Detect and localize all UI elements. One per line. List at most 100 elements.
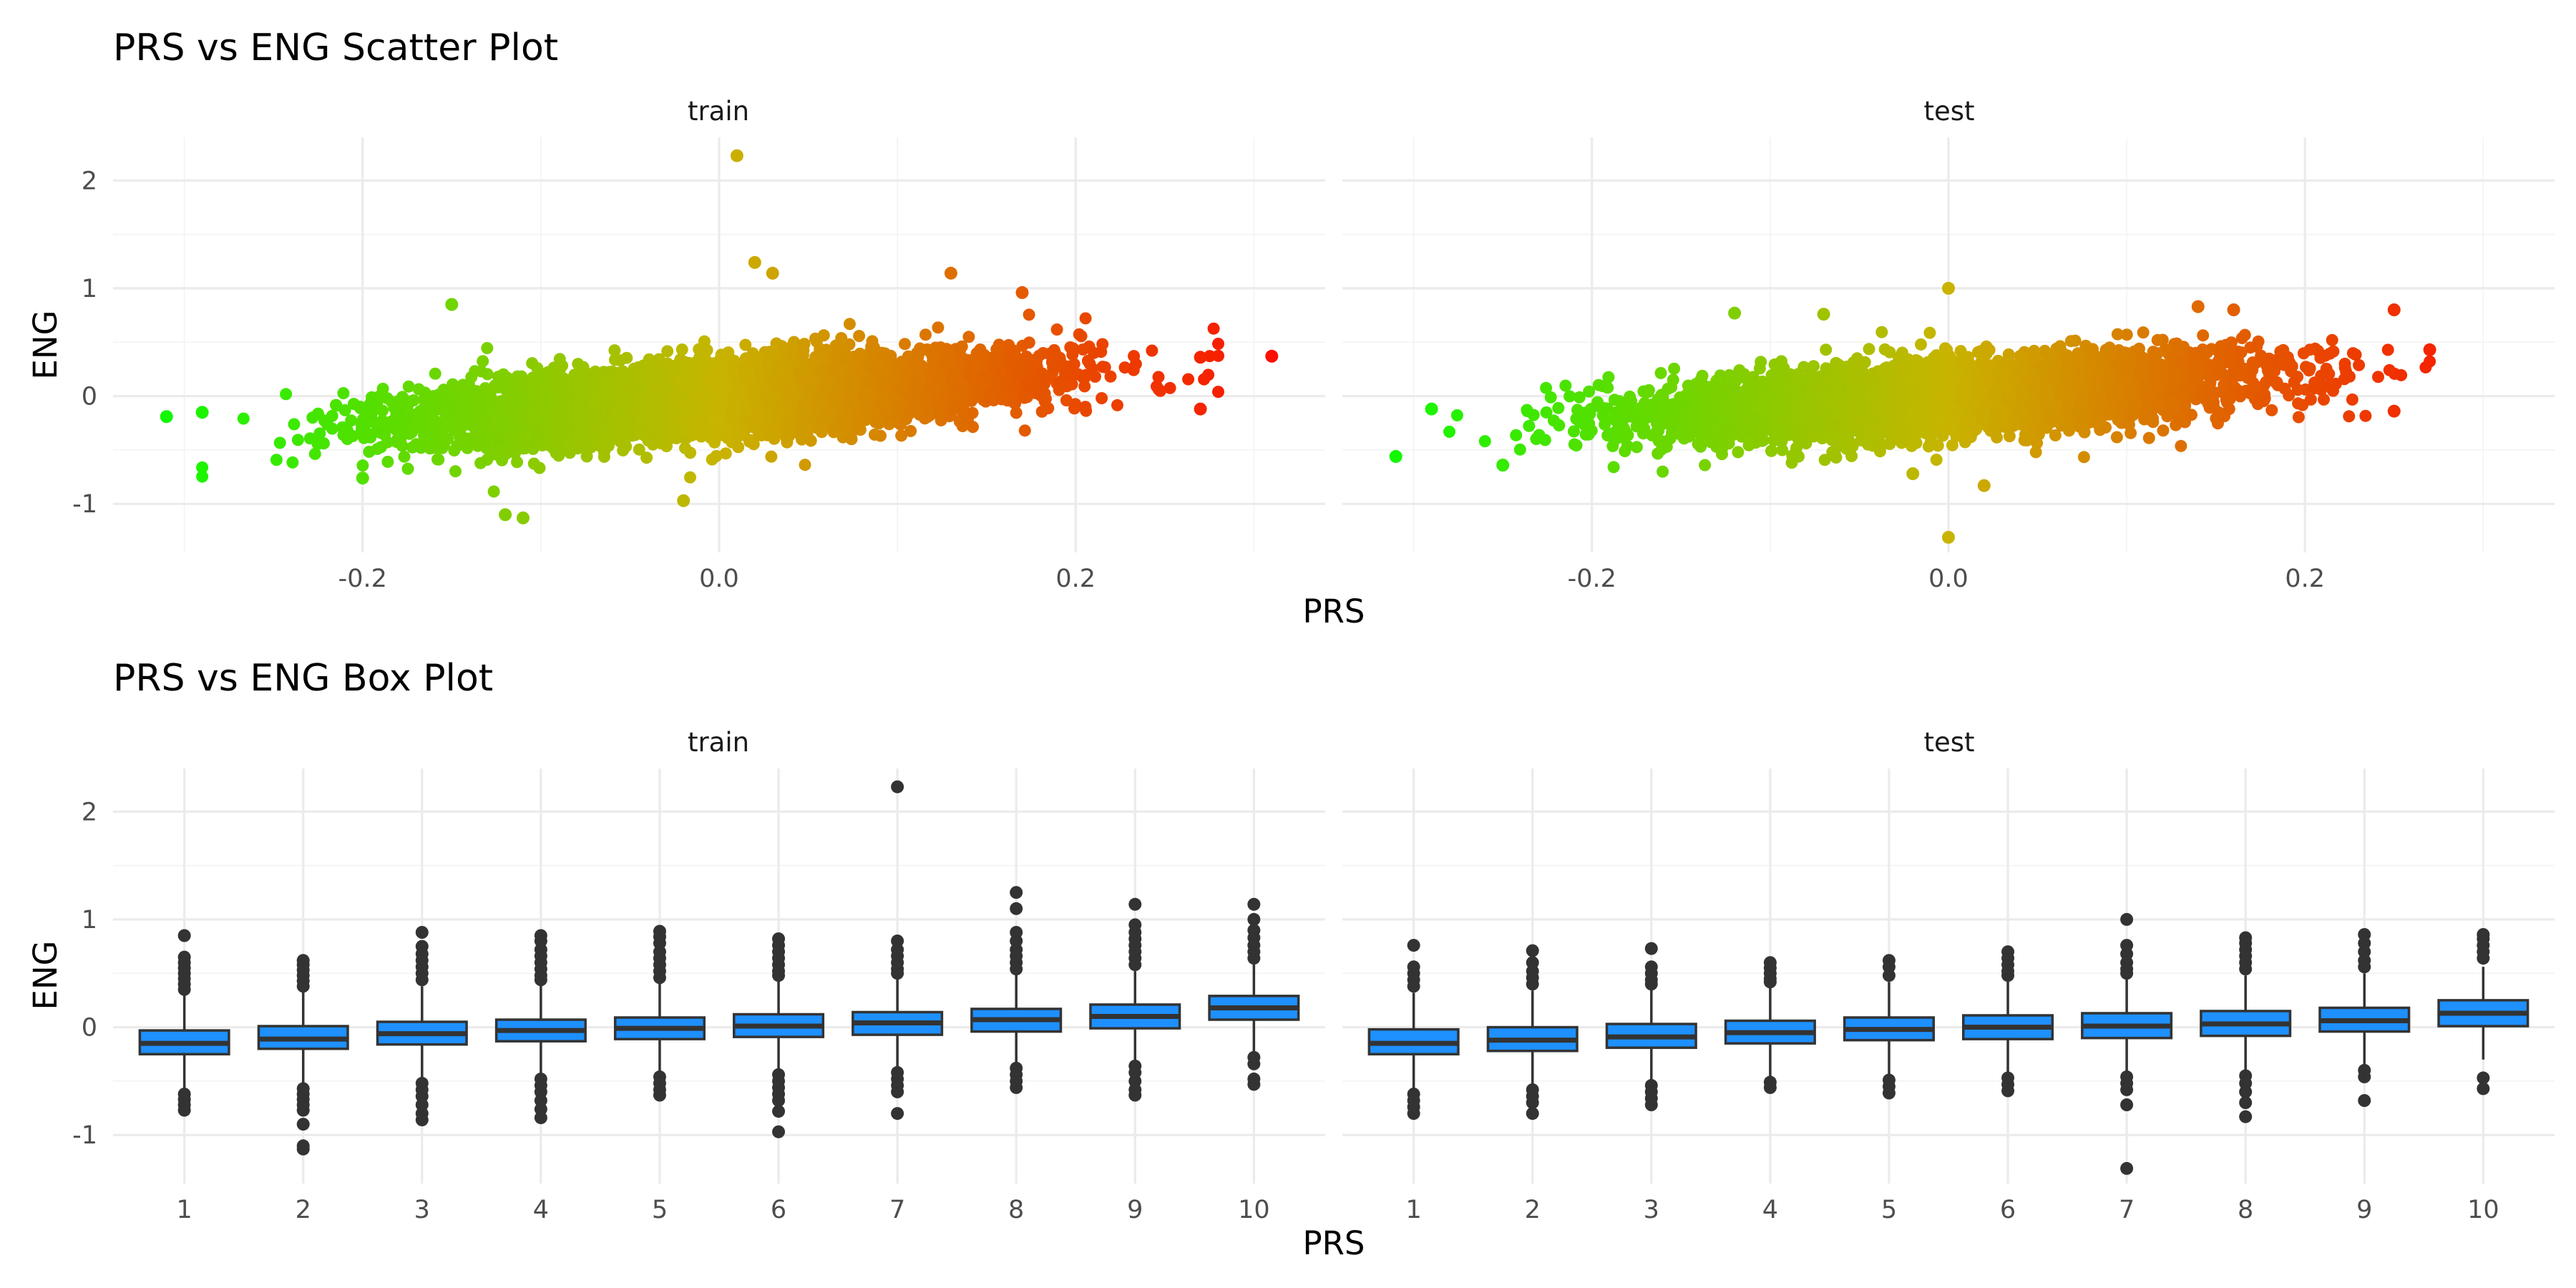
scatter-point [809, 332, 821, 345]
scatter-point [1151, 380, 1163, 393]
scatter-point [985, 388, 997, 401]
scatter-point [478, 430, 491, 443]
scatter-point [919, 328, 932, 341]
scatter-point [581, 437, 594, 450]
scatter-point [439, 420, 452, 433]
scatter-point [358, 431, 371, 444]
scatter-point [459, 381, 472, 394]
scatter-point [840, 411, 853, 424]
scatter-point [1023, 336, 1035, 349]
scatter-point [693, 343, 706, 356]
scatter-point [337, 387, 350, 399]
scatter-point [381, 418, 394, 431]
scatter-point [1077, 343, 1089, 356]
scatter-point [1146, 344, 1158, 357]
scatter-point [799, 459, 811, 472]
scatter-point [868, 428, 881, 441]
scatter-point [679, 441, 691, 454]
scatter-point [511, 370, 524, 383]
scatter-point [451, 421, 464, 434]
scatter-point [487, 485, 500, 498]
scatter-strip-test: test [1923, 96, 1974, 127]
scatter-point [306, 411, 319, 424]
scatter-point [1096, 338, 1109, 351]
scatter-point [1068, 402, 1080, 415]
scatter-point [1207, 322, 1220, 335]
scatter-point [273, 436, 286, 449]
scatter-point [620, 351, 633, 364]
scatter-x-tick-label: 0.0 [699, 565, 739, 593]
scatter-point [853, 330, 866, 342]
scatter-point [431, 453, 444, 466]
scatter-y-tick-label: 0 [82, 383, 97, 411]
scatter-point [933, 408, 946, 421]
scatter-point [719, 447, 732, 460]
scatter-point [196, 461, 209, 474]
scatter-point [932, 321, 945, 334]
scatter-point [765, 450, 778, 463]
scatter-point [1096, 392, 1108, 404]
scatter-point [617, 444, 630, 457]
scatter-strip-train: train [688, 96, 749, 127]
scatter-point [431, 441, 444, 454]
scatter-point [1127, 364, 1140, 376]
scatter-point [511, 456, 523, 469]
scatter-point [475, 365, 487, 378]
scatter-point [1037, 388, 1050, 401]
scatter-point [502, 418, 514, 431]
scatter-point [280, 388, 293, 401]
scatter-point [406, 441, 419, 454]
scatter-point [311, 438, 324, 450]
scatter-y-tick-label: 1 [82, 275, 97, 303]
scatter-point [288, 418, 301, 431]
scatter-point [398, 450, 411, 463]
scatter-point [1007, 347, 1020, 360]
scatter-point [429, 367, 441, 380]
scatter-point [922, 404, 935, 416]
scatter-point [675, 343, 688, 356]
scatter-point [995, 393, 1008, 406]
scatter-point [751, 352, 764, 365]
scatter-point [858, 393, 871, 406]
scatter-point [684, 471, 696, 484]
scatter-point [527, 371, 540, 384]
scatter-point [768, 432, 781, 445]
scatter-x-tick-label: 0.2 [1055, 565, 1096, 593]
scatter-point [479, 382, 492, 394]
scatter-point [365, 409, 378, 422]
scatter-point [1053, 384, 1065, 396]
scatter-point [321, 418, 334, 431]
scatter-point [237, 412, 250, 425]
scatter-point [798, 338, 811, 351]
scatter-point [1163, 381, 1176, 394]
scatter-point [572, 358, 585, 371]
scatter-point [396, 439, 409, 452]
scatter-point [953, 344, 966, 357]
scatter-point [313, 427, 326, 440]
scatter-point [477, 355, 489, 368]
scatter-point [661, 345, 674, 358]
scatter-point [597, 366, 610, 379]
scatter-point [381, 455, 394, 468]
scatter-point [1111, 399, 1123, 411]
scatter-point [481, 342, 494, 354]
scatter-point [787, 347, 800, 360]
scatter-point [376, 404, 389, 417]
scatter-point [345, 414, 358, 427]
scatter-point [597, 446, 610, 459]
scatter-point [904, 424, 917, 437]
scatter-point [902, 368, 914, 381]
scatter-point [1212, 349, 1224, 362]
scatter-point [291, 434, 304, 447]
scatter-point [966, 406, 979, 419]
scatter-point [977, 377, 990, 390]
scatter-point [330, 399, 343, 412]
scatter-point [769, 350, 781, 363]
scatter-point [882, 406, 894, 418]
scatter-point [962, 331, 975, 343]
scatter-point [552, 449, 565, 462]
scatter-point [401, 462, 414, 475]
scatter-point [1048, 343, 1060, 356]
scatter-point [396, 391, 409, 404]
